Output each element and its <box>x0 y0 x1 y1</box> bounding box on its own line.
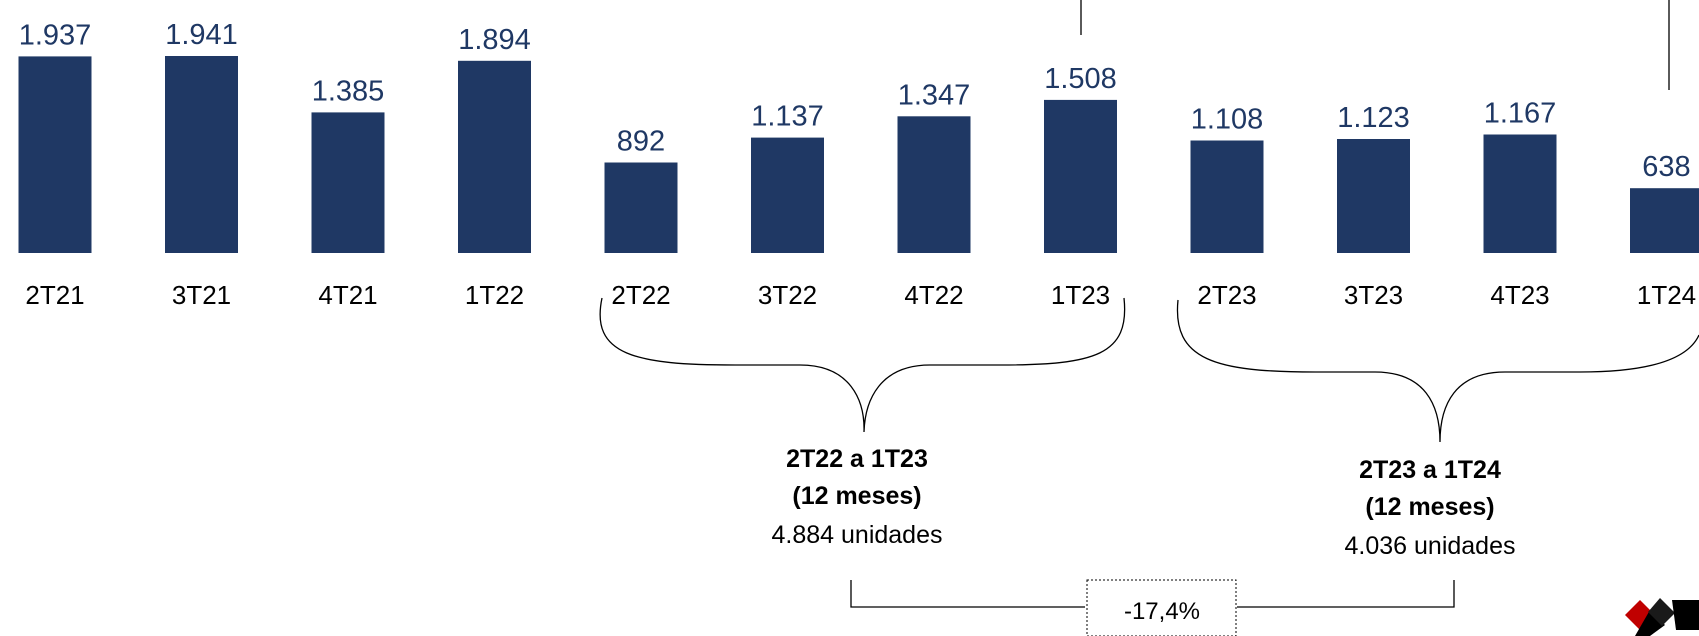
comparison-bracket-left <box>850 580 1085 608</box>
value-label-3T21: 1.941 <box>165 19 238 51</box>
bar-2T22 <box>604 162 678 253</box>
value-label-3T22: 1.137 <box>751 101 824 133</box>
category-label-4T21: 4T21 <box>318 280 377 310</box>
value-label-2T23: 1.108 <box>1191 104 1264 136</box>
value-label-4T23: 1.167 <box>1484 98 1557 130</box>
bar-3T21 <box>165 56 238 253</box>
company-logo <box>1625 598 1699 636</box>
category-label-2T23: 2T23 <box>1197 280 1256 310</box>
bar-4T23 <box>1483 134 1557 253</box>
bar-2T23 <box>1190 140 1264 253</box>
bars-layer <box>18 56 1699 254</box>
comparison-box <box>1086 579 1237 636</box>
value-label-4T21: 1.385 <box>312 75 385 107</box>
group-2-label: 2T23 a 1T24 <box>1359 456 1501 484</box>
category-label-2T22: 2T22 <box>611 280 670 310</box>
category-label-4T22: 4T22 <box>904 280 963 310</box>
value-label-1T24: 638 <box>1642 151 1690 183</box>
group-1-total: 4.884 unidades <box>772 521 943 549</box>
bar-3T22 <box>751 137 824 253</box>
category-label-1T22: 1T22 <box>465 280 524 310</box>
group-2-total: 4.036 unidades <box>1345 532 1516 560</box>
group-brace-1 <box>599 297 1126 433</box>
value-label-4T22: 1.347 <box>898 79 971 111</box>
bar-1T23 <box>1044 99 1117 254</box>
category-label-4T23: 4T23 <box>1490 280 1549 310</box>
group-brace-2 <box>1176 299 1699 443</box>
value-label-2T22: 892 <box>617 126 665 158</box>
value-label-2T21: 1.937 <box>19 19 92 51</box>
value-labels-layer: 1.937 1.941 1.385 1.894 892 1.137 1.347 1.508 1.… <box>19 19 1691 183</box>
category-labels-layer: 2T21 3T21 4T21 1T22 2T22 3T22 4T22 1T23 2T23 3T23… <box>25 280 1696 310</box>
group-1-label: 2T22 a 1T23 <box>786 445 928 473</box>
category-label-2T21: 2T21 <box>25 280 84 310</box>
bar-4T22 <box>897 116 971 253</box>
category-label-3T21: 3T21 <box>172 280 231 310</box>
bar-1T22 <box>458 60 531 253</box>
bar-1T24 <box>1630 188 1699 253</box>
group-2-period: (12 meses) <box>1365 493 1494 521</box>
category-label-3T23: 3T23 <box>1344 280 1403 310</box>
comparison-bracket-right <box>1237 580 1455 608</box>
bar-2T21 <box>18 56 92 254</box>
value-label-1T22: 1.894 <box>458 24 531 56</box>
value-label-3T23: 1.123 <box>1337 102 1410 134</box>
group-1-period: (12 meses) <box>792 482 921 510</box>
bar-3T23 <box>1337 139 1410 253</box>
value-label-1T23: 1.508 <box>1044 63 1117 95</box>
category-label-1T24: 1T24 <box>1637 280 1696 310</box>
bar-4T21 <box>311 112 385 254</box>
category-label-3T22: 3T22 <box>758 280 817 310</box>
comparison-value: -17,4% <box>1124 598 1200 625</box>
category-label-1T23: 1T23 <box>1051 280 1110 310</box>
